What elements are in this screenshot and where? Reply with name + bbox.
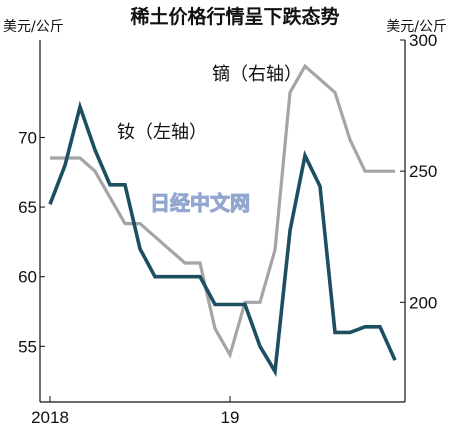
right-axis-unit: 美元/公斤: [386, 19, 447, 35]
chart-title: 稀土价格行情呈下跌态势: [130, 5, 339, 28]
right-tick-label: 250: [409, 162, 437, 181]
series-line-neodymium: [48, 100, 397, 377]
series-label-dysprosium: 镝（右轴）: [212, 64, 302, 85]
right-tick-label: 300: [409, 31, 437, 50]
series-layer: [48, 63, 397, 377]
left-tick-label: 60: [18, 268, 37, 287]
left-axis-unit: 美元/公斤: [3, 19, 64, 35]
watermark: 日经中文网: [150, 191, 250, 215]
left-tick-label: 55: [18, 337, 37, 356]
series-label-neodymium: 钕（左轴）: [117, 122, 207, 143]
axes: 55 60 65 70 200 250 300 2018 19: [18, 31, 437, 427]
series-line-dysprosium: [50, 63, 395, 359]
right-tick-label: 200: [409, 293, 437, 312]
left-tick-label: 65: [18, 198, 37, 217]
x-tick-label: 19: [221, 408, 240, 427]
x-tick-label: 2018: [31, 408, 69, 427]
left-tick-label: 70: [18, 128, 37, 147]
